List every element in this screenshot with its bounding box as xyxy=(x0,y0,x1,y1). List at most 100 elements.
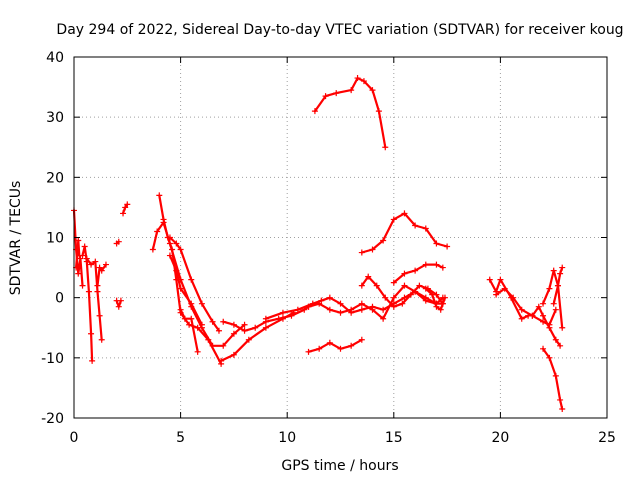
data-point xyxy=(358,249,365,256)
data-point xyxy=(401,270,408,277)
data-point xyxy=(333,90,340,97)
data-point xyxy=(79,252,86,259)
data-point xyxy=(369,306,376,313)
data-point xyxy=(120,210,127,217)
data-point xyxy=(365,273,372,280)
data-point xyxy=(305,303,312,310)
data-point xyxy=(535,303,542,310)
data-point xyxy=(117,297,124,304)
data-point xyxy=(390,279,397,286)
data-point xyxy=(369,87,376,94)
series-trace xyxy=(313,77,387,149)
data-point xyxy=(382,144,389,151)
data-point xyxy=(540,312,547,319)
data-point xyxy=(166,234,173,241)
data-point xyxy=(115,238,122,245)
data-point xyxy=(169,246,176,253)
series-arc-7 xyxy=(113,238,122,247)
data-point xyxy=(220,342,227,349)
data-point xyxy=(294,306,301,313)
data-point xyxy=(358,306,365,313)
data-point xyxy=(444,243,451,250)
series-arc-29 xyxy=(540,345,566,412)
data-point xyxy=(181,315,188,322)
data-point xyxy=(194,324,201,331)
y-tick-label: -20 xyxy=(41,411,64,427)
data-point xyxy=(550,300,557,307)
data-point xyxy=(77,255,84,262)
data-point xyxy=(380,315,387,322)
data-point xyxy=(554,282,561,289)
data-point xyxy=(382,294,389,301)
data-point xyxy=(337,345,344,352)
data-point xyxy=(81,243,88,250)
data-point xyxy=(518,306,525,313)
series-arc-20 xyxy=(358,210,451,256)
data-point xyxy=(98,336,105,343)
data-point xyxy=(540,300,547,307)
data-point xyxy=(390,294,397,301)
data-point xyxy=(337,300,344,307)
data-point xyxy=(433,240,440,247)
data-point xyxy=(218,357,225,364)
data-point xyxy=(318,297,325,304)
data-point xyxy=(348,342,355,349)
x-tick-label: 5 xyxy=(176,430,185,446)
chart-title: Day 294 of 2022, Sidereal Day-to-day VTE… xyxy=(56,22,623,38)
data-series xyxy=(71,75,566,412)
data-point xyxy=(83,255,90,262)
series-arc-4 xyxy=(83,255,105,343)
data-point xyxy=(326,306,333,313)
data-point xyxy=(369,246,376,253)
data-point xyxy=(358,336,365,343)
data-point xyxy=(288,312,295,319)
data-point xyxy=(186,321,193,328)
data-point xyxy=(407,291,414,298)
data-point xyxy=(245,336,252,343)
data-point xyxy=(311,108,318,115)
x-tick-label: 20 xyxy=(491,430,509,446)
data-point xyxy=(337,309,344,316)
series-arc-18 xyxy=(305,336,365,355)
data-point xyxy=(215,327,222,334)
data-point xyxy=(433,303,440,310)
data-point xyxy=(380,306,387,313)
data-point xyxy=(412,222,419,229)
y-tick-label: 40 xyxy=(46,50,64,66)
data-point xyxy=(439,264,446,271)
series-arc-21 xyxy=(358,273,446,310)
grid-lines xyxy=(74,57,607,418)
x-tick-label: 15 xyxy=(385,430,403,446)
data-point xyxy=(316,345,323,352)
data-point xyxy=(154,228,161,235)
data-point xyxy=(122,204,129,211)
x-tick-label: 10 xyxy=(278,430,296,446)
series-arc-28 xyxy=(550,264,566,307)
data-point xyxy=(102,261,109,268)
data-point xyxy=(375,108,382,115)
data-point xyxy=(552,336,559,343)
series-trace xyxy=(307,284,444,320)
data-point xyxy=(559,324,566,331)
series-trace xyxy=(158,194,223,365)
series-arc-24 xyxy=(486,276,532,322)
y-tick-label: 10 xyxy=(46,231,64,247)
data-point xyxy=(275,315,282,322)
series-arc-11 xyxy=(166,234,222,334)
data-point xyxy=(75,270,82,277)
data-point xyxy=(230,321,237,328)
data-point xyxy=(230,330,237,337)
data-point xyxy=(360,78,367,85)
data-point xyxy=(493,291,500,298)
series-trace xyxy=(552,266,564,305)
y-axis-title: SDTVAR / TECUs xyxy=(8,181,24,296)
data-point xyxy=(75,237,82,244)
data-point xyxy=(546,285,553,292)
data-point xyxy=(94,288,101,295)
series-arc-26 xyxy=(529,303,564,349)
data-point xyxy=(401,294,408,301)
y-axis-tick-labels: -20 -10 0 10 20 30 40 xyxy=(41,50,64,427)
data-point xyxy=(220,318,227,325)
series-trace xyxy=(392,263,444,284)
